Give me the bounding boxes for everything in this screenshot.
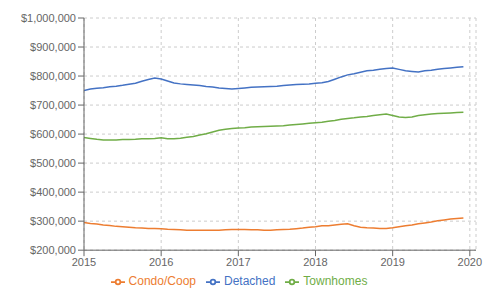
svg-text:$600,000: $600,000 bbox=[30, 128, 76, 140]
html-text:Townhomes: Townhomes bbox=[303, 274, 368, 289]
svg-text:2018: 2018 bbox=[303, 256, 327, 268]
svg-text:2017: 2017 bbox=[226, 256, 250, 268]
html-text:Detached: Detached bbox=[224, 274, 276, 289]
svg-text:$700,000: $700,000 bbox=[30, 99, 76, 111]
svg-text:2015: 2015 bbox=[72, 256, 96, 268]
svg-text:2020: 2020 bbox=[458, 256, 482, 268]
svg-text:$200,000: $200,000 bbox=[30, 244, 76, 256]
html-text:Condo/Coop: Condo/Coop bbox=[128, 274, 196, 289]
svg-text:$800,000: $800,000 bbox=[30, 70, 76, 82]
svg-text:$300,000: $300,000 bbox=[30, 215, 76, 227]
svg-text:$900,000: $900,000 bbox=[30, 41, 76, 53]
svg-text:2016: 2016 bbox=[149, 256, 173, 268]
svg-text:$400,000: $400,000 bbox=[30, 186, 76, 198]
svg-text:2019: 2019 bbox=[380, 256, 404, 268]
svg-text:$1,000,000: $1,000,000 bbox=[21, 12, 76, 24]
svg-text:$500,000: $500,000 bbox=[30, 157, 76, 169]
